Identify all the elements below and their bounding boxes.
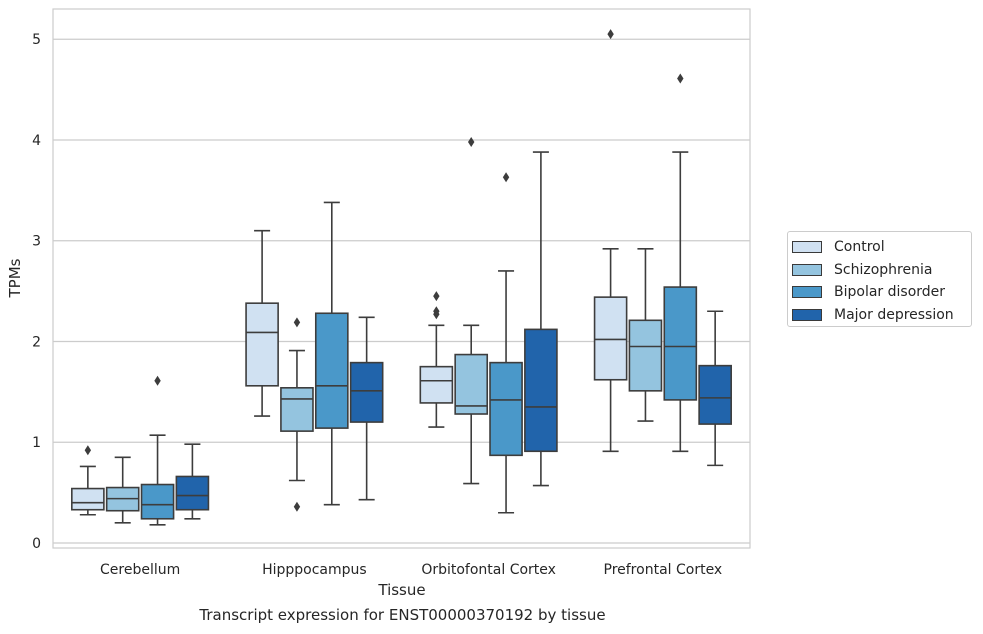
outlier-point-1 xyxy=(84,445,92,456)
box-2-2 xyxy=(280,317,314,512)
box-2-3 xyxy=(314,201,349,506)
outlier-point-1 xyxy=(154,375,161,386)
boxes xyxy=(71,29,732,526)
legend: Control Schizophrenia Bipolar disorder M… xyxy=(787,231,972,327)
box-3-4 xyxy=(524,151,558,487)
outlier-point-1 xyxy=(502,172,510,183)
box-iqr xyxy=(140,483,175,520)
box-2-1 xyxy=(245,229,279,417)
legend-swatch-major-depression xyxy=(792,308,822,321)
x-tick-label-1: Cerebellum xyxy=(100,562,180,578)
box-iqr xyxy=(593,296,628,381)
x-tick-label-3: Orbitofontal Cortex xyxy=(421,562,556,578)
legend-item-major-depression: Major depression xyxy=(792,304,971,327)
legend-item-bipolar: Bipolar disorder xyxy=(792,281,971,304)
box-iqr xyxy=(524,328,558,453)
legend-item-schizophrenia: Schizophrenia xyxy=(792,259,971,282)
box-iqr xyxy=(628,319,663,392)
legend-label-control: Control xyxy=(834,239,885,256)
box-iqr xyxy=(419,365,454,404)
chart-caption: Transcript expression for ENST0000037019… xyxy=(199,606,606,624)
box-iqr xyxy=(489,361,523,457)
box-iqr xyxy=(454,353,489,415)
box-iqr xyxy=(349,361,384,423)
box-4-1 xyxy=(593,29,628,453)
x-axis-label: Tissue xyxy=(377,581,425,599)
box-iqr xyxy=(245,302,279,387)
box-4-3 xyxy=(663,73,698,453)
legend-label-major-depression: Major depression xyxy=(834,306,954,323)
box-iqr xyxy=(663,286,698,401)
x-tick-labels: Cerebellum Hipppocampus Orbitofontal Corte… xyxy=(100,562,722,578)
legend-item-control: Control xyxy=(792,236,971,259)
box-4-4 xyxy=(698,310,732,467)
y-tick-label-0: 0 xyxy=(32,536,41,552)
outlier-point-1 xyxy=(293,501,301,512)
y-tick-labels: 0 1 2 3 4 5 xyxy=(32,32,41,552)
legend-label-bipolar: Bipolar disorder xyxy=(834,284,946,301)
box-4-2 xyxy=(628,247,663,422)
box-1-1 xyxy=(71,445,105,516)
x-tick-label-2: Hipppocampus xyxy=(262,562,367,578)
y-tick-label-5: 5 xyxy=(32,32,41,48)
box-iqr xyxy=(314,312,349,429)
outlier-point-1 xyxy=(677,73,684,84)
box-2-4 xyxy=(349,316,384,501)
outlier-point-1 xyxy=(468,136,475,147)
grid-lines xyxy=(53,38,750,544)
legend-swatch-bipolar xyxy=(792,286,822,299)
y-tick-label-3: 3 xyxy=(32,234,41,250)
box-iqr xyxy=(175,475,210,511)
y-axis-label: TPMs xyxy=(6,258,24,298)
plot-frame xyxy=(52,8,751,549)
legend-swatch-schizophrenia xyxy=(792,263,822,276)
legend-swatch-control xyxy=(792,241,822,254)
box-1-2 xyxy=(105,456,140,524)
outlier-point-2 xyxy=(293,317,301,328)
box-3-3 xyxy=(489,172,523,514)
box-iqr xyxy=(698,364,732,425)
box-iqr xyxy=(71,487,105,511)
outlier-point-3 xyxy=(433,291,440,302)
y-tick-label-2: 2 xyxy=(32,334,41,350)
box-iqr xyxy=(280,387,314,432)
outlier-point-2 xyxy=(433,306,440,317)
x-tick-label-4: Prefrontal Cortex xyxy=(604,562,723,578)
y-tick-label-4: 4 xyxy=(32,133,41,149)
legend-label-schizophrenia: Schizophrenia xyxy=(834,261,933,278)
box-3-2 xyxy=(454,136,489,485)
y-tick-label-1: 1 xyxy=(32,435,41,451)
outlier-point-1 xyxy=(607,29,614,40)
box-1-3 xyxy=(140,375,175,526)
box-1-4 xyxy=(175,443,210,520)
box-3-1 xyxy=(419,291,454,428)
